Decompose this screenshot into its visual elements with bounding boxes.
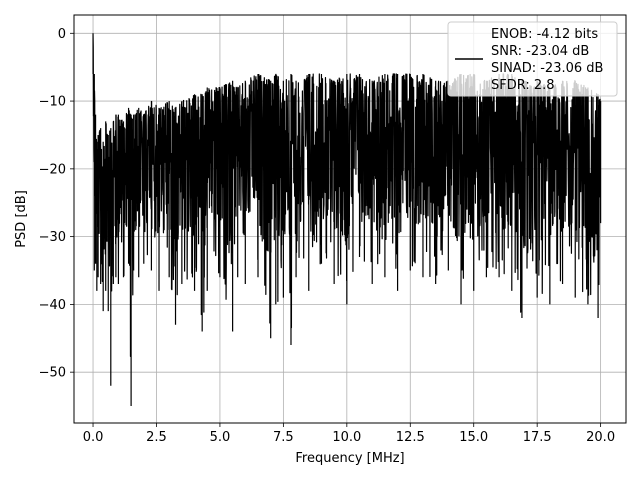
y-tick-label-2: −20 bbox=[39, 162, 66, 177]
y-axis-ticks: 0 −10 −20 −30 −40 −50 bbox=[39, 27, 74, 381]
y-axis-label: PSD [dB] bbox=[14, 190, 29, 248]
x-tick-label-4: 10.0 bbox=[332, 430, 361, 445]
legend-enob: ENOB: -4.12 bits bbox=[491, 27, 598, 42]
x-tick-label-0: 0.0 bbox=[83, 430, 104, 445]
series-psd bbox=[92, 33, 602, 407]
legend-box bbox=[447, 21, 618, 97]
plot-frame bbox=[73, 14, 627, 424]
y-tick-label-4: −40 bbox=[39, 298, 66, 313]
x-tick-label-6: 15.0 bbox=[459, 430, 488, 445]
legend-sinad: SINAD: -23.06 dB bbox=[491, 61, 603, 76]
psd-trace bbox=[92, 33, 602, 407]
legend-sfdr: SFDR: 2.8 bbox=[491, 78, 555, 93]
x-tick-label-7: 17.5 bbox=[523, 430, 552, 445]
y-tick-label-0: 0 bbox=[58, 27, 66, 42]
y-tick-label-5: −50 bbox=[39, 366, 66, 381]
legend: ENOB: -4.12 bits SNR: -23.04 dB SINAD: -… bbox=[447, 21, 618, 97]
x-tick-label-1: 2.5 bbox=[146, 430, 167, 445]
y-tick-label-1: −10 bbox=[39, 95, 66, 110]
x-tick-label-5: 12.5 bbox=[396, 430, 425, 445]
y-tick-label-3: −30 bbox=[39, 230, 66, 245]
legend-snr: SNR: -23.04 dB bbox=[491, 44, 589, 59]
x-axis-label: Frequency [MHz] bbox=[295, 451, 404, 466]
x-tick-label-2: 5.0 bbox=[210, 430, 231, 445]
x-tick-label-8: 20.0 bbox=[586, 430, 615, 445]
x-tick-label-3: 7.5 bbox=[273, 430, 294, 445]
x-axis-ticks: 0.0 2.5 5.0 7.5 10.0 12.5 15.0 17.5 20.0 bbox=[83, 423, 615, 445]
